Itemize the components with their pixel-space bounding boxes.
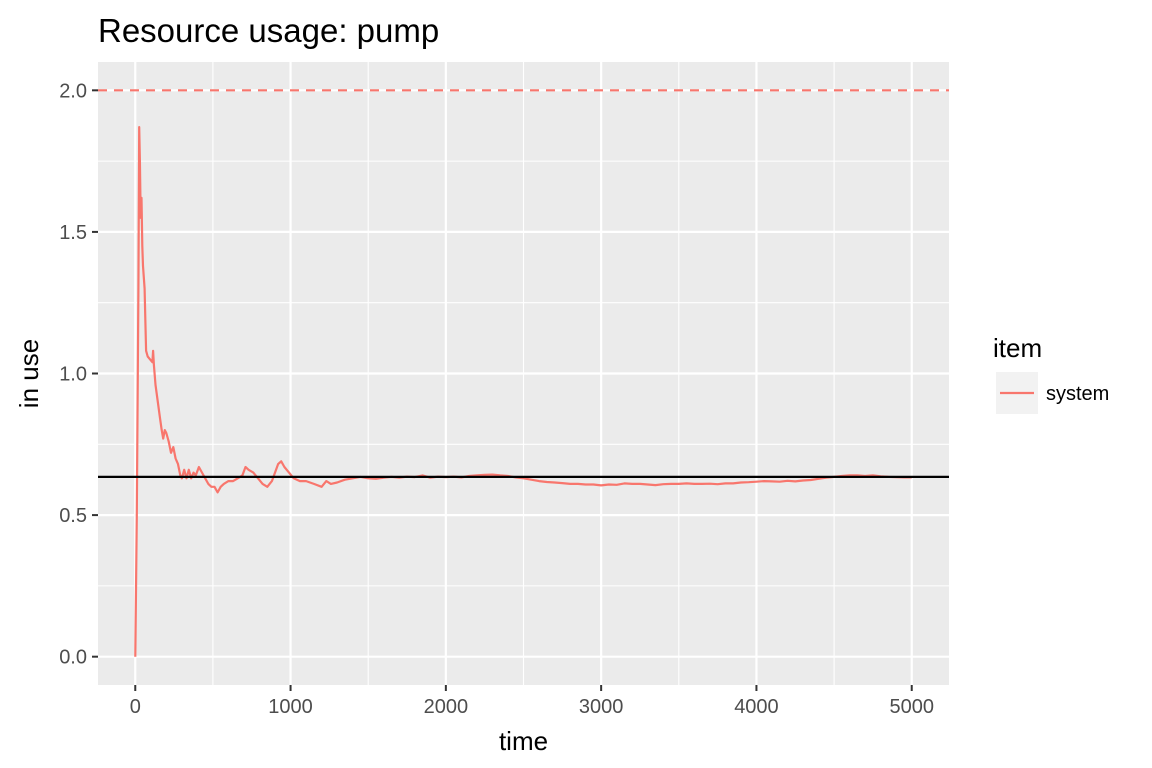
y-tick-label: 1.5 <box>59 222 87 244</box>
y-tick-label: 1.0 <box>59 364 87 386</box>
y-tick-label: 0.0 <box>59 647 87 669</box>
chart-title: Resource usage: pump <box>98 12 439 49</box>
x-tick-label: 2000 <box>424 696 469 718</box>
y-tick-label: 0.5 <box>59 505 87 527</box>
legend-label-system: system <box>1046 383 1109 405</box>
x-tick-label: 0 <box>130 696 141 718</box>
x-tick-label: 5000 <box>889 696 934 718</box>
legend-title: item <box>993 333 1042 363</box>
legend: item system <box>993 333 1109 414</box>
x-tick-label: 1000 <box>268 696 313 718</box>
y-axis: 0.0 0.5 1.0 1.5 2.0 <box>59 80 98 669</box>
series-layer <box>98 126 949 657</box>
x-axis: 0 1000 2000 3000 4000 5000 <box>130 685 934 718</box>
y-axis-title: in use <box>14 339 44 408</box>
y-tick-label: 2.0 <box>59 80 87 102</box>
x-axis-title: time <box>499 726 548 756</box>
x-tick-label: 3000 <box>579 696 624 718</box>
x-tick-label: 4000 <box>734 696 779 718</box>
